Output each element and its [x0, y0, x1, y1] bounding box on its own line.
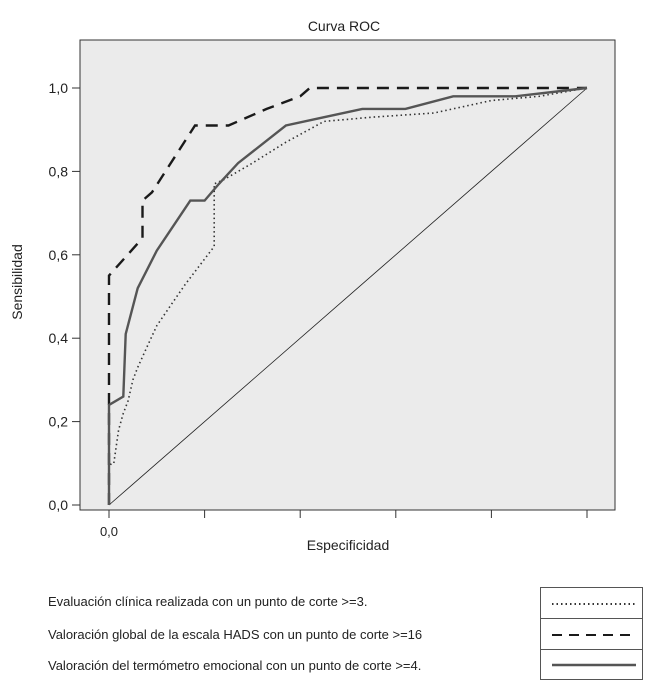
series-line-dashed — [107, 86, 587, 505]
legend-item-hads: Valoración global de la escala HADS con … — [48, 627, 422, 642]
legend-swatch-box-thermometer — [540, 649, 643, 680]
y-tick-label-0: 0,0 — [49, 497, 69, 513]
y-tick-label-5: 1,0 — [49, 80, 69, 96]
series-line-solid — [107, 86, 588, 505]
series-layer — [107, 86, 588, 506]
reference-diagonal — [108, 87, 588, 506]
legend-label-hads: Valoración global de la escala HADS con … — [48, 627, 423, 642]
legend-label-thermometer: Valoración del termómetro emocional con … — [48, 658, 422, 673]
legend-item-thermometer: Valoración del termómetro emocional con … — [48, 658, 421, 673]
y-tick-label-2: 0,4 — [49, 330, 69, 346]
legend-item-clinical: Evaluación clínica realizada con un punt… — [48, 594, 367, 609]
y-tick-label-1: 0,2 — [49, 414, 69, 430]
legend-swatch-box-clinical — [540, 587, 643, 618]
x-axis: 0,0 — [100, 510, 588, 539]
y-tick-label-3: 0,6 — [49, 247, 69, 263]
legend-swatches — [552, 603, 636, 667]
x-axis-label: Especificidad — [307, 537, 390, 553]
y-tick-label-4: 0,8 — [49, 163, 69, 179]
x-tick-label-0: 0,0 — [100, 524, 118, 539]
legend-swatch-box-hads — [540, 618, 643, 649]
chart-title: Curva ROC — [308, 18, 380, 34]
plot-area — [79, 39, 616, 511]
legend-label-clinical: Evaluación clínica realizada con un punt… — [48, 594, 368, 609]
y-axis-label: Sensibilidad — [9, 244, 25, 320]
y-axis: 0,0 0,2 0,4 0,6 0,8 1,0 — [49, 80, 80, 513]
